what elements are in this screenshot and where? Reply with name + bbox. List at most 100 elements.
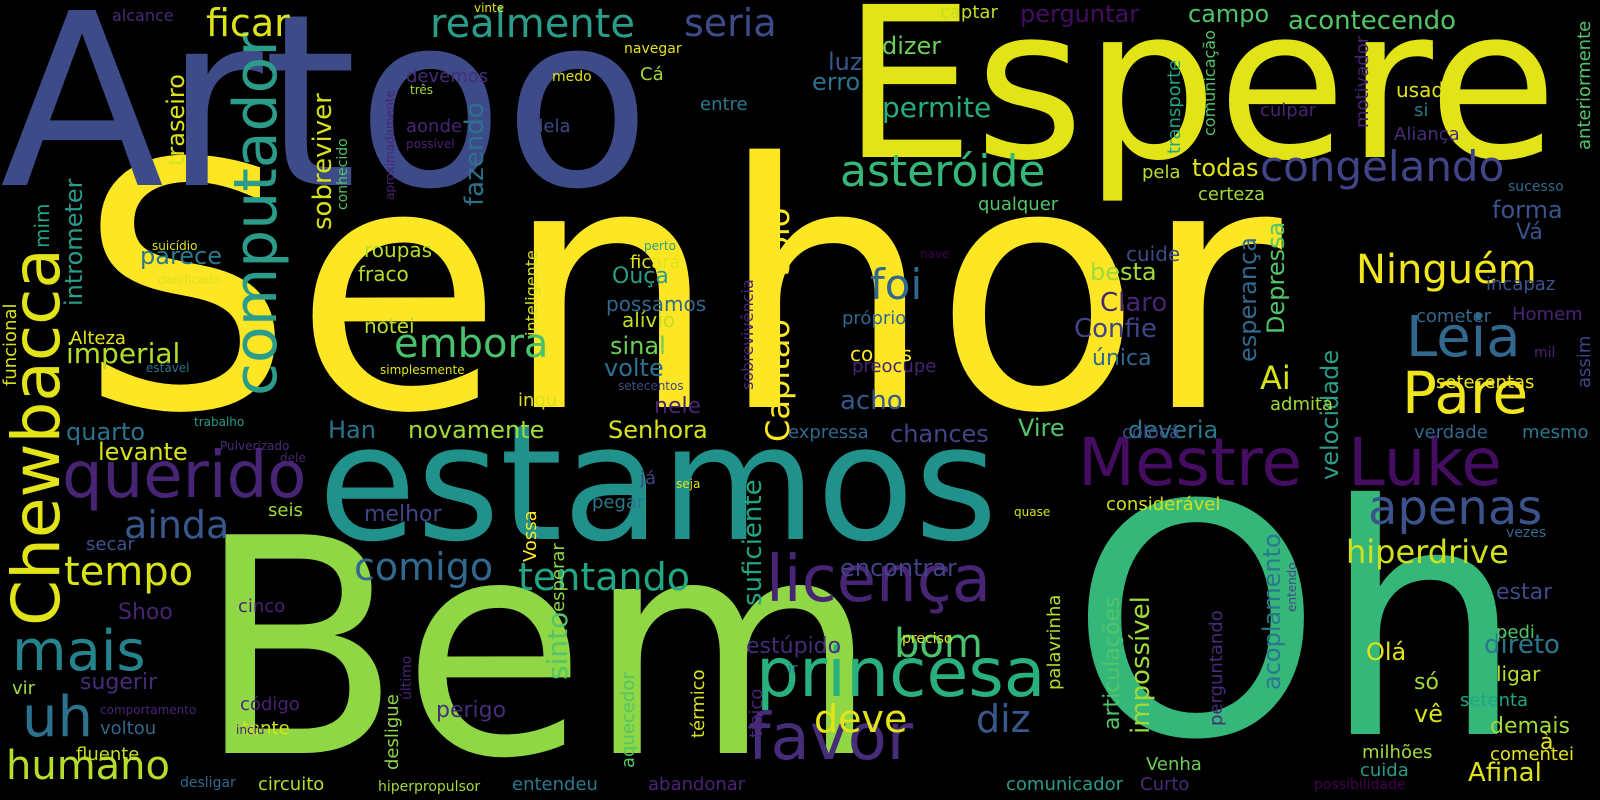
word: seria — [684, 1, 777, 45]
word: Depressa — [1262, 221, 1290, 334]
word: Pare — [1402, 359, 1529, 427]
word: forma — [1492, 196, 1563, 224]
word: dela — [532, 116, 571, 137]
word: ficará — [630, 252, 681, 273]
word: Venha — [1146, 754, 1202, 775]
word: alívio — [622, 308, 675, 332]
word: vinte — [474, 1, 505, 15]
word: deveria — [1128, 416, 1219, 444]
word: inciu — [236, 723, 265, 737]
word: tempo — [64, 549, 194, 595]
word: foi — [870, 260, 923, 309]
word: setecentas — [1436, 372, 1535, 393]
word: notei — [364, 314, 415, 338]
word: embora — [394, 321, 549, 367]
word: favor — [748, 701, 914, 775]
word: Confie — [1074, 314, 1157, 344]
word: diz — [976, 697, 1031, 741]
word: sugerir — [80, 670, 158, 695]
word: possível — [406, 137, 455, 151]
word: demais — [1490, 714, 1570, 739]
word: estúpido — [746, 634, 842, 659]
word: típico — [746, 688, 767, 738]
word: ficar — [206, 1, 290, 45]
word: impossível — [1126, 596, 1156, 734]
word: Alteza — [70, 328, 126, 349]
word: Ai — [1260, 359, 1291, 397]
word: parece — [140, 242, 223, 270]
word: computador — [221, 31, 291, 396]
word: mais — [12, 619, 146, 684]
word: comunicação — [1200, 30, 1219, 136]
word: perguntar — [1020, 0, 1140, 28]
word: Vire — [1018, 414, 1065, 442]
word: sobreviver — [308, 93, 338, 230]
word: nele — [654, 394, 702, 419]
word: Mestre — [1078, 424, 1303, 501]
word: pegar — [592, 492, 645, 513]
word: articulações — [1100, 596, 1125, 730]
word: Vossa — [520, 510, 541, 562]
word: Olá — [1366, 638, 1407, 666]
word: congelando — [1260, 142, 1505, 191]
word: simplesmente — [380, 363, 465, 377]
word: deve — [814, 697, 908, 741]
word: roupas — [364, 238, 433, 262]
word: perguntando — [1206, 610, 1227, 726]
word: Pulverizado — [220, 439, 290, 453]
word: campo — [1188, 0, 1270, 28]
word: si — [1414, 100, 1429, 121]
word: ir — [788, 661, 798, 677]
word: comportamento — [100, 703, 197, 717]
word: levante — [98, 438, 188, 466]
word: pedi — [1496, 622, 1535, 643]
word: Homem — [1512, 304, 1583, 325]
word: luz — [828, 48, 863, 76]
word: Senhora — [608, 416, 708, 444]
word: captar — [940, 2, 998, 23]
word: entendo — [1285, 562, 1299, 612]
word: último — [399, 655, 415, 700]
word: setenta — [1460, 690, 1529, 711]
word: quarto — [66, 418, 146, 446]
word: comigo — [354, 545, 494, 589]
word: voltou — [100, 718, 157, 739]
word: setecentos — [618, 379, 684, 393]
word: conhecido — [335, 138, 351, 210]
word: besta — [1090, 258, 1157, 286]
word: Aliança — [1394, 124, 1460, 145]
word: admita — [1270, 394, 1334, 415]
word: estar — [1496, 580, 1553, 605]
word: milhões — [1362, 742, 1433, 763]
word: realmente — [430, 1, 636, 47]
word: Oh — [1070, 438, 1525, 800]
word: entre — [700, 94, 748, 115]
word: três — [410, 83, 434, 97]
word: princesa — [756, 634, 1046, 713]
word: sobrevivência — [738, 279, 757, 390]
word: cometer — [1416, 306, 1492, 327]
word: acho — [840, 386, 903, 416]
word: devemos — [406, 66, 489, 87]
word: apenas — [1368, 480, 1543, 536]
word: ainda — [124, 503, 230, 547]
word: novamente — [408, 416, 545, 444]
word: chances — [890, 420, 989, 448]
word: Artoo — [0, 0, 651, 242]
word: bom — [894, 621, 983, 667]
word: melhor — [364, 502, 442, 527]
word: querido — [62, 439, 307, 513]
word: asteróide — [840, 146, 1046, 197]
word: alcance — [112, 6, 174, 25]
word: próprio — [842, 308, 907, 329]
word: Claro — [1100, 288, 1168, 318]
word: trabalho — [194, 415, 245, 429]
word: possamos — [606, 292, 707, 316]
word: quase — [1014, 505, 1051, 519]
word: verdade — [1414, 422, 1488, 443]
word: desligar — [180, 775, 236, 791]
word: Curto — [1140, 774, 1190, 795]
word: considerável — [1106, 494, 1221, 515]
word: Solo — [759, 207, 797, 276]
